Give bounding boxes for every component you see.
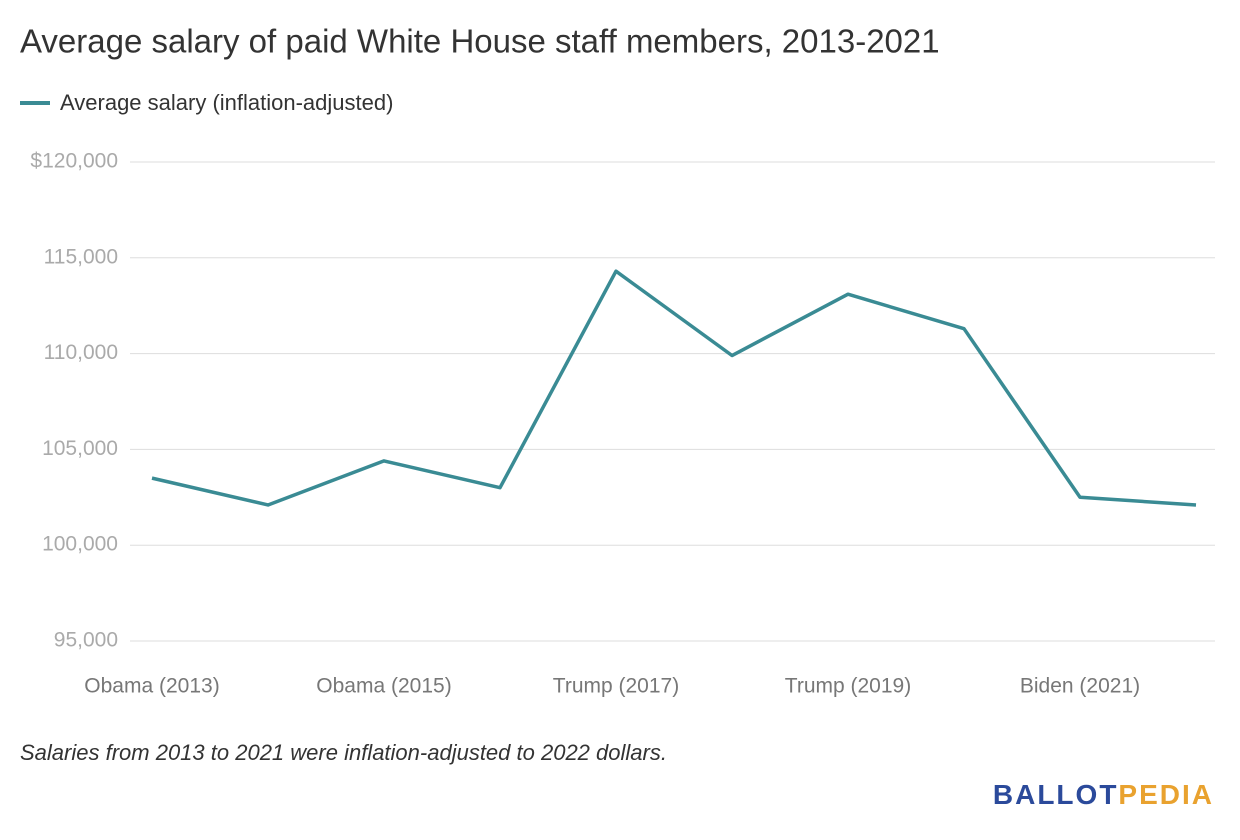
logo-part: PEDIA (1118, 779, 1214, 810)
chart-title: Average salary of paid White House staff… (20, 23, 940, 60)
y-tick-label: $120,000 (30, 150, 118, 173)
x-tick-label: Trump (2019) (785, 675, 911, 698)
x-tick-label: Obama (2013) (84, 675, 219, 698)
y-tick-label: 115,000 (44, 245, 118, 268)
x-tick-label: Trump (2017) (553, 675, 679, 698)
logo: BALLOTPEDIA (993, 779, 1214, 810)
x-tick-label: Obama (2015) (316, 675, 451, 698)
series-line (151, 269, 1197, 507)
logo-part: BALLOT (993, 779, 1119, 810)
legend-label: Average salary (inflation-adjusted) (60, 90, 393, 115)
y-tick-label: 100,000 (42, 533, 118, 556)
y-tick-label: 95,000 (54, 629, 118, 652)
x-tick-label: Biden (2021) (1020, 675, 1140, 698)
y-tick-label: 105,000 (42, 437, 118, 460)
note: Salaries from 2013 to 2021 were inflatio… (20, 740, 667, 765)
y-tick-label: 110,000 (44, 341, 118, 364)
